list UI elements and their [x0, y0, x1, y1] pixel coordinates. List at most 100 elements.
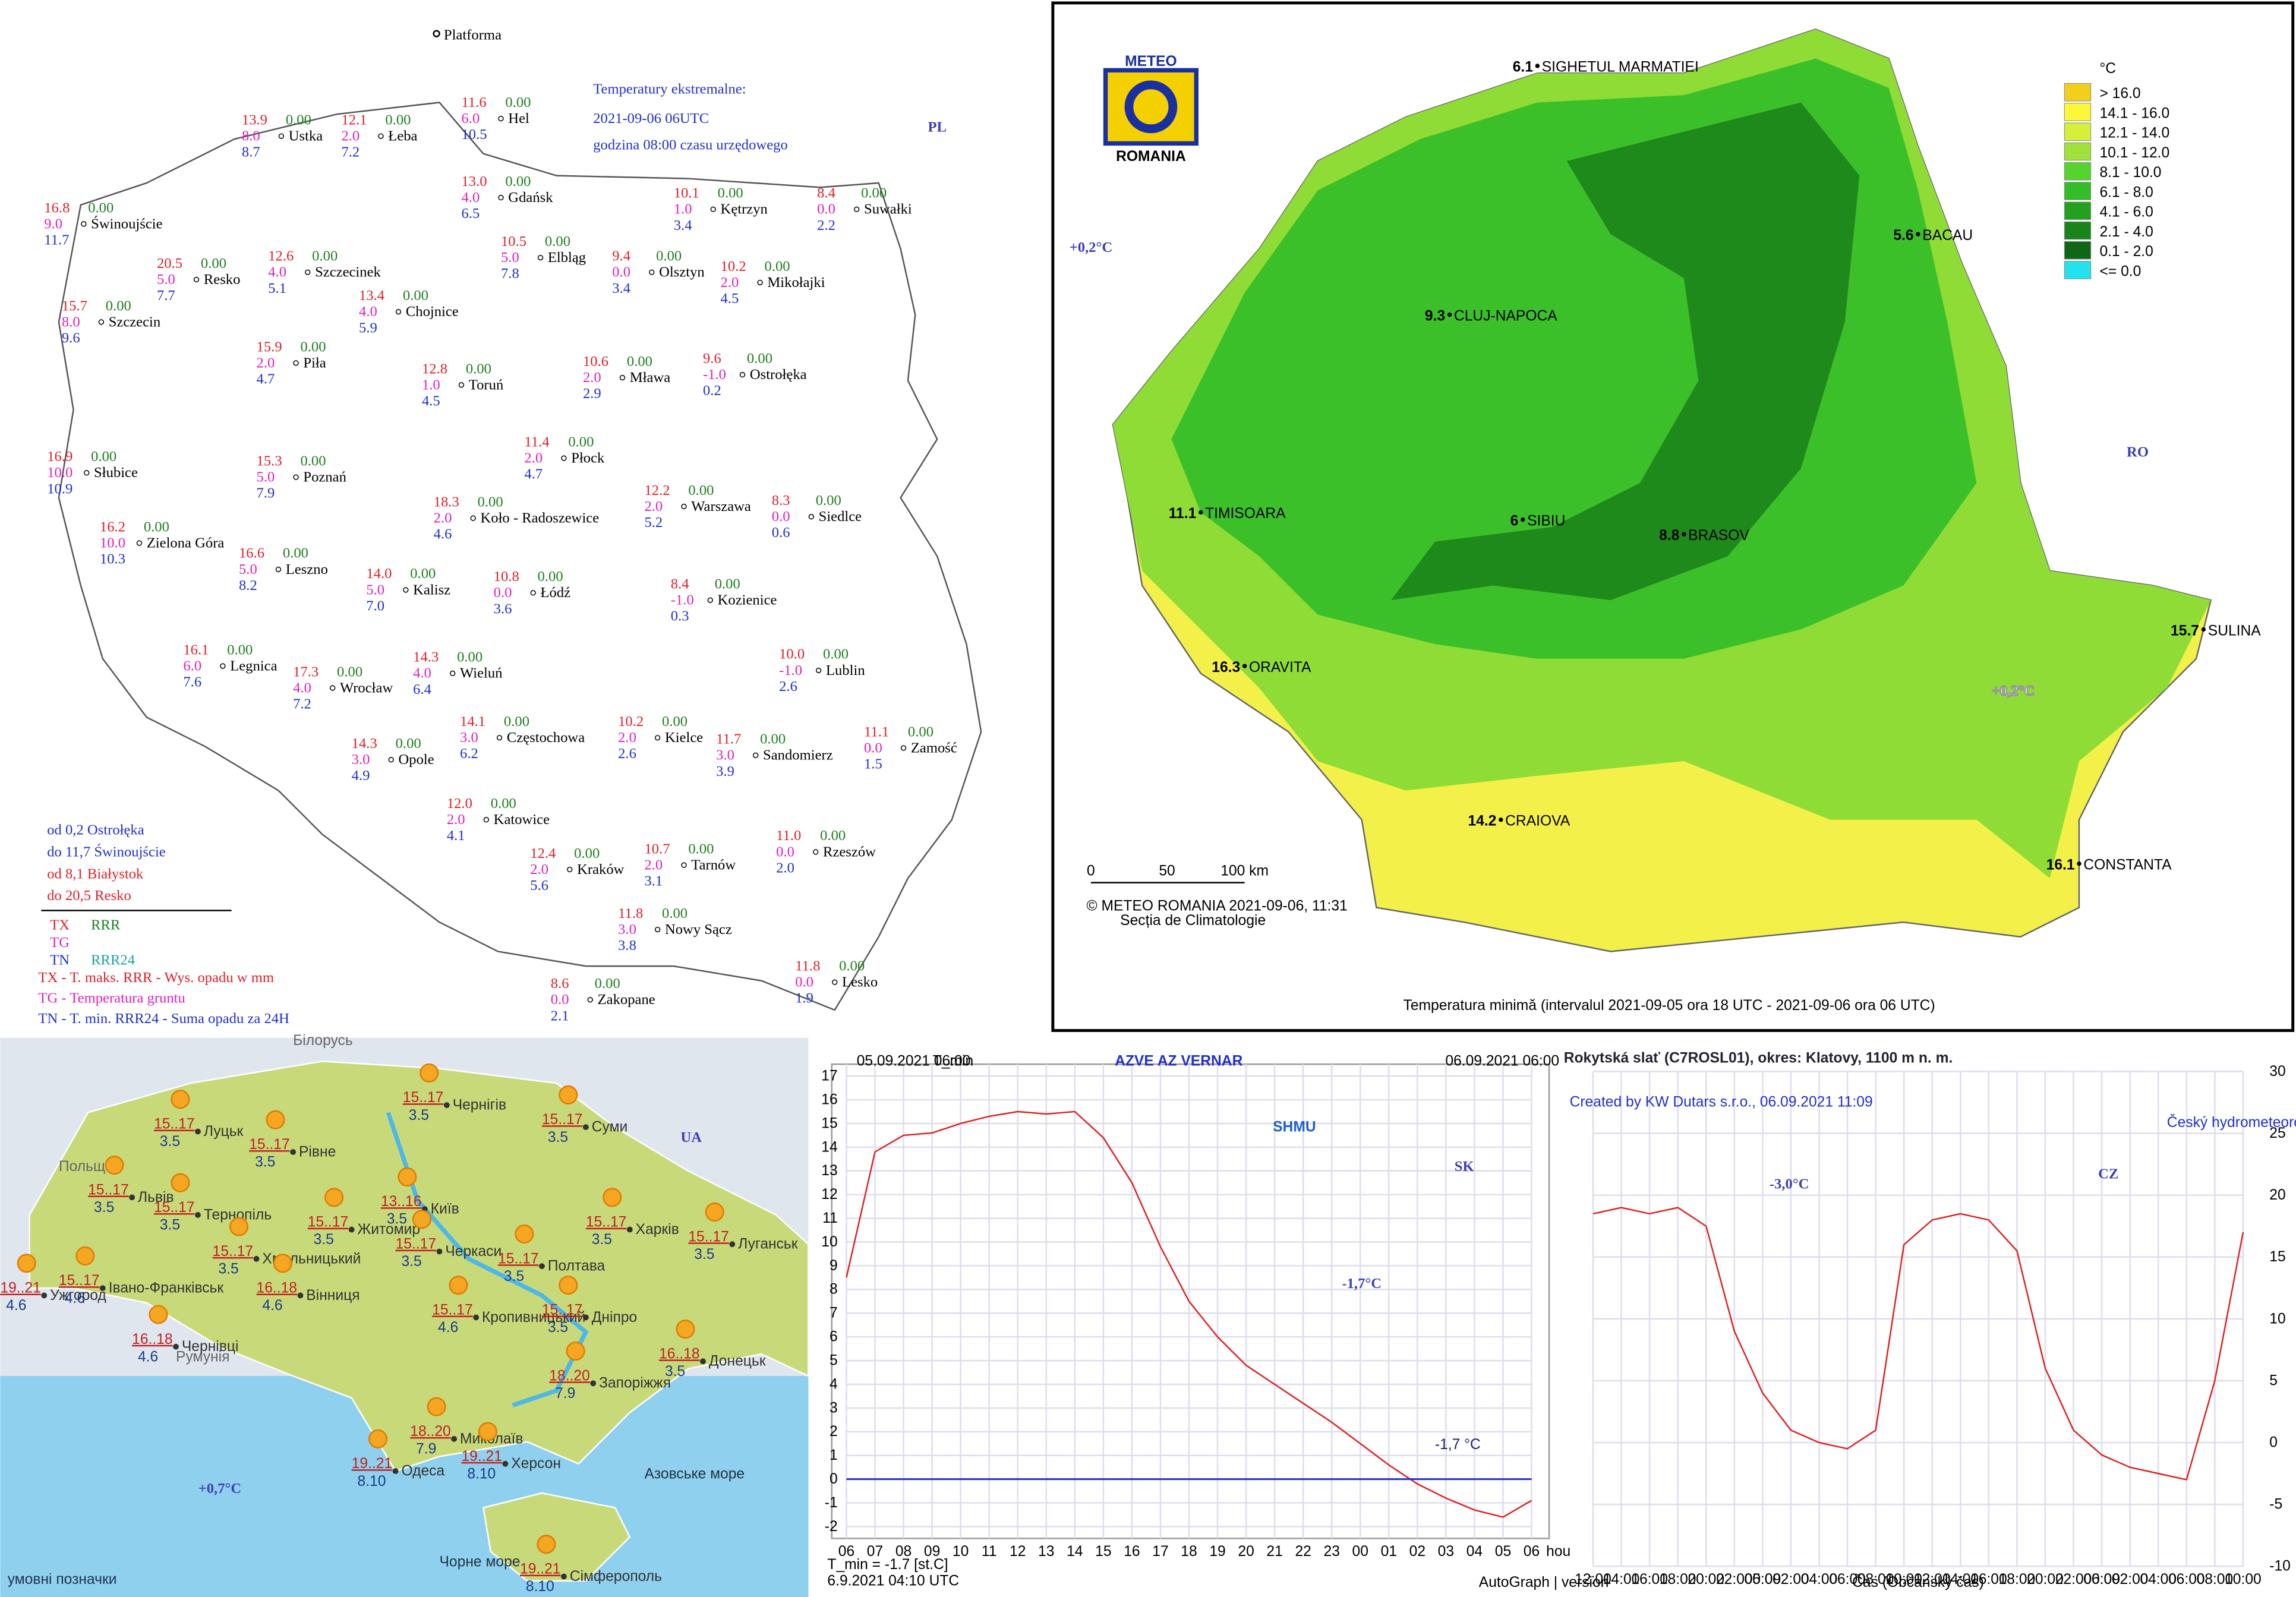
station-tn: 7.8 [501, 266, 519, 282]
x-tick-label: 20:00 [1688, 1571, 1724, 1587]
city-precip: 3.5 [160, 1217, 180, 1233]
station-rrr: 0.00 [283, 545, 308, 561]
station-rrr: 0.00 [201, 255, 226, 272]
station-rrr: 0.00 [312, 248, 338, 264]
station-tg: 0.0 [817, 201, 835, 217]
y-tick-label: 0 [2269, 1434, 2278, 1450]
station-dot [498, 115, 504, 122]
city-dot [195, 1212, 201, 1218]
station-dot [98, 319, 105, 325]
station-tg: 2.0 [434, 510, 452, 526]
station-tx: 10.5 [501, 233, 526, 250]
weather-sun [676, 1320, 695, 1339]
station-rrr: 0.00 [410, 566, 436, 582]
station-tn: 9.6 [62, 330, 80, 346]
station-rrr: 0.00 [656, 248, 682, 264]
x-tick-label: 16:00 [1631, 1571, 1668, 1587]
x-tick-label: 22:00 [2055, 1571, 2092, 1587]
x-tick-label: 18:00 [1999, 1571, 2036, 1587]
city-dot [539, 1263, 545, 1270]
weather-sun [75, 1246, 95, 1265]
station-tn: 4.7 [524, 466, 543, 482]
ro-station-name: ORAVITA [1249, 659, 1311, 676]
city-dot [392, 1468, 399, 1475]
y-tick-label: 5 [2269, 1372, 2278, 1388]
station-dot [753, 752, 759, 758]
city-precip: 3.5 [387, 1211, 407, 1227]
logo-text: ROMANIA [1116, 149, 1186, 165]
station-tg: 8.0 [242, 128, 260, 144]
city-precip: 3.5 [504, 1268, 524, 1284]
station-rrr: 0.00 [823, 646, 849, 662]
city-dot [582, 1314, 589, 1321]
city-precip: 3.5 [665, 1364, 685, 1380]
station-name: Elbląg [548, 250, 586, 266]
legend-label: 8.1 - 10.0 [2099, 165, 2161, 181]
station-tx: 11.8 [618, 905, 643, 921]
ro-station-name: BRASOV [1688, 528, 1749, 544]
y-tick-label: 30 [2269, 1063, 2285, 1080]
x-unit: hou [1546, 1544, 1570, 1560]
station-rrr: 0.00 [505, 173, 531, 190]
dnipro-river [386, 1112, 589, 1407]
station-rrr: 0.00 [88, 200, 113, 216]
station-name: Legnica [230, 658, 277, 674]
weather-sun [705, 1203, 724, 1222]
station-tn: 1.9 [795, 990, 813, 1006]
station-name: Leszno [286, 561, 328, 577]
ro-station-name: TIMISOARA [1205, 506, 1286, 522]
city-temp: 15..17 [213, 1243, 253, 1260]
station-tg: 2.0 [721, 274, 739, 291]
ua-label: Румунія [176, 1349, 229, 1365]
weather-sun [478, 1422, 497, 1441]
station-dot [587, 997, 593, 1003]
station-name: Piła [303, 355, 326, 371]
station-name: Kalisz [413, 582, 450, 598]
station-dot [378, 133, 384, 139]
ro-station-name: SULINA [2208, 623, 2262, 639]
weather-sun [368, 1429, 388, 1448]
x-tick-label: 02 [1409, 1544, 1425, 1560]
city-temp: 13..16 [381, 1194, 421, 1210]
weather-sun [603, 1188, 622, 1207]
station-tx: 8.4 [671, 576, 689, 592]
extreme-note: od 0,2 Ostrołęka [47, 822, 144, 838]
x-tick-label: 06:00 [1829, 1571, 1866, 1587]
y-tick-label: -2 [825, 1519, 838, 1535]
city-name: Житомир [358, 1222, 421, 1238]
city-name: Івано-Франківськ [109, 1280, 224, 1296]
station-tn: 5.9 [359, 320, 377, 336]
station-dot [654, 735, 661, 741]
legend-rrr24: RRR24 [91, 952, 135, 968]
extreme-note: od 8,1 Białystok [47, 866, 144, 882]
station-tx: 11.6 [461, 94, 486, 111]
station-rrr: 0.00 [688, 841, 714, 857]
station-name: Chojnice [406, 304, 459, 320]
pl-header: 2021-09-06 06UTC [593, 111, 709, 127]
legend-swatch [2064, 142, 2092, 161]
station-tx: 16.2 [100, 519, 125, 535]
station-dot [757, 279, 763, 286]
sk-footer: 6.9.2021 04:10 UTC [827, 1573, 959, 1589]
platform-dot [433, 30, 440, 37]
station-dot [388, 757, 394, 763]
station-tx: 13.4 [359, 288, 384, 304]
station-tn: 10.5 [461, 127, 487, 143]
city-temp: 15..17 [396, 1236, 436, 1252]
station-rrr: 0.00 [839, 958, 865, 974]
y-tick-label: 7 [830, 1305, 838, 1321]
ro-station-dot [1521, 517, 1525, 522]
ro-station-dot [1199, 510, 1203, 515]
y-tick-label: 6 [830, 1329, 838, 1345]
station-name: Ustka [289, 128, 323, 144]
station-dot [832, 979, 838, 985]
station-name: Zamość [911, 740, 957, 756]
station-tg: 2.0 [524, 450, 543, 466]
legend-label: 4.1 - 6.0 [2099, 204, 2153, 220]
station-dot [220, 663, 226, 669]
ua-label: умовні позначки [8, 1571, 117, 1587]
city-dot [590, 1380, 597, 1387]
x-tick-label: 15 [1095, 1544, 1111, 1560]
city-precip: 4.6 [6, 1298, 26, 1314]
station-dot [561, 455, 567, 461]
